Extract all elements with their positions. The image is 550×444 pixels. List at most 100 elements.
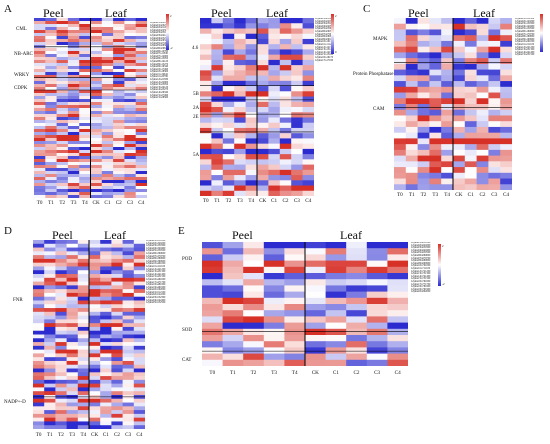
x-tick-label: T4 [248,198,255,204]
heatmap-cell [90,84,103,88]
heatmap-cell [305,322,326,330]
heatmap-cell [77,357,90,362]
heatmap-cell [302,169,314,176]
heatmap-cell [101,108,114,112]
heatmap-cell [45,30,57,34]
heatmap-cell [90,48,103,52]
heatmap-cell [124,48,137,52]
heatmap-cell [79,135,91,139]
heatmap-cell [257,117,269,124]
heatmap-cell [34,66,46,70]
heatmap-cell [79,129,91,133]
heatmap-cell [284,260,306,268]
heatmap-cell [284,347,306,354]
heatmap-cell [291,133,303,139]
heatmap-cell [33,372,45,377]
heatmap-cell [33,410,45,415]
heatmap-cell [79,78,91,82]
heatmap-cell [305,285,326,292]
heatmap-cell [77,383,90,388]
heatmap-cell [133,308,145,313]
heatmap-cell [100,266,112,271]
heatmap-cell [34,159,46,163]
heatmap-cell [405,92,418,99]
heatmap-cell [325,310,347,317]
heatmap-cell [279,96,292,103]
heatmap-cell [394,167,407,174]
heatmap-cell [464,132,477,139]
heatmap-cell [111,383,123,388]
heatmap-cell [56,111,69,115]
heatmap-cell [124,81,137,85]
panel-b: Peel Leaf 4.6 5B 2A 2E 5A Glyma01G010200… [180,0,360,215]
heatmap-cell [77,379,90,385]
heatmap-cell [90,129,103,133]
heatmap-cell [234,75,246,82]
heatmap-cell [77,319,90,324]
heatmap-cell [33,357,45,362]
heatmap-cell [56,138,69,142]
heatmap-cell [222,59,235,66]
heatmap-cell [488,23,501,30]
heatmap-cell [122,372,135,377]
heatmap-cell [33,243,45,248]
heatmap-cell [135,189,147,193]
heatmap-cell [211,18,224,24]
heatmap-cell [34,144,46,148]
heatmap-cell [429,184,442,190]
heatmap-cell [135,132,147,136]
heatmap-cell [44,410,56,415]
heatmap-cell [305,279,326,286]
heatmap-cell [234,159,246,165]
heatmap-cell [135,78,147,82]
heatmap-cell [90,78,103,82]
heatmap-cell [45,147,57,151]
x-tick-label: T4 [291,370,298,376]
heatmap-cell [133,315,145,320]
heatmap-cell [100,274,112,279]
heatmap-cell [122,338,135,343]
heatmap-cell [55,258,67,264]
heatmap-cell [56,54,69,58]
heatmap-cell [34,78,46,82]
heatmap-cell [44,391,56,396]
heatmap-cell [113,186,125,190]
heatmap-cell [202,291,223,299]
heatmap-cell [44,251,56,256]
heatmap-cell [488,92,501,99]
heatmap-cell [135,135,147,139]
heatmap-cell [135,108,147,112]
heatmap-cell [133,277,145,282]
heatmap-cell [135,81,147,85]
heatmap-cell [100,413,112,419]
heatmap-cell [34,111,46,115]
heatmap-cell [325,297,347,305]
heatmap-cell [44,379,56,385]
heatmap-cell [453,149,466,156]
heatmap-cell [100,357,112,362]
heatmap-cell [284,291,306,299]
heatmap-cell [305,341,326,348]
heatmap-cell [66,240,79,245]
heatmap-cell [124,54,137,58]
heatmap-cell [34,162,46,166]
heatmap-cell [45,63,57,67]
heatmap-cell [222,70,235,76]
heatmap-cell [441,178,454,185]
heatmap-cell [257,86,269,92]
heatmap-cell [500,121,512,128]
heatmap-cell [135,120,147,124]
heatmap-cell [133,251,145,256]
heatmap-cell [243,353,265,361]
heatmap-cell [279,180,292,186]
heatmap-cell [488,132,501,139]
heatmap-cell [222,175,235,181]
heatmap-cell [122,387,135,392]
heatmap-cell [417,86,430,93]
heatmap-cell [66,410,79,415]
heatmap-cell [44,376,56,381]
heatmap-cell [56,180,69,184]
heatmap-cell [211,154,224,160]
heatmap-cell [90,72,103,76]
heatmap-cell [124,150,137,154]
